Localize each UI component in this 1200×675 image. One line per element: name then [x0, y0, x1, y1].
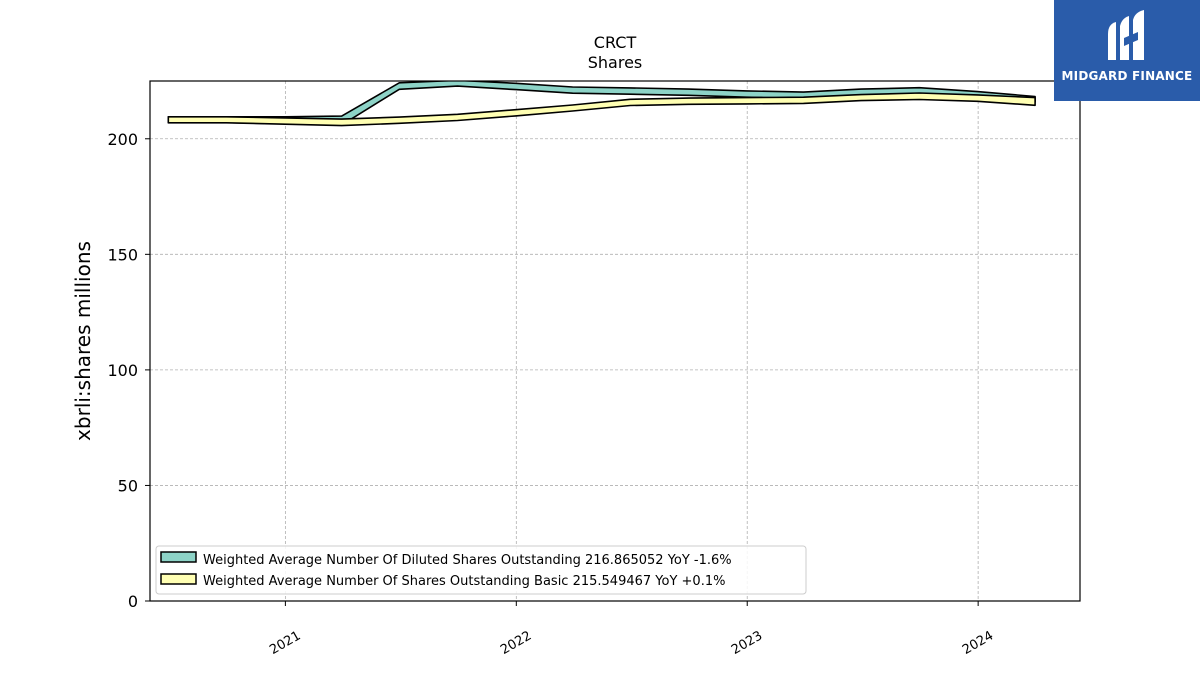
grid: [150, 81, 1080, 601]
plot-area: [167, 81, 1036, 127]
y-tick-label: 100: [107, 361, 138, 380]
y-tick-label: 150: [107, 245, 138, 264]
x-tick-label: 2021: [267, 628, 303, 658]
legend: Weighted Average Number Of Diluted Share…: [155, 545, 807, 595]
chart-title: CRCT: [594, 33, 637, 52]
legend-label-diluted: Weighted Average Number Of Diluted Share…: [203, 553, 732, 568]
legend-swatch-basic: [160, 573, 197, 585]
chart-subtitle: Shares: [588, 53, 643, 72]
y-axis-label: xbrli:shares millions: [71, 241, 95, 441]
y-axis: 0 50 100 150 200: [107, 130, 150, 611]
logo-mark-icon: [1108, 10, 1144, 60]
legend-swatch-diluted: [160, 551, 197, 563]
y-tick-label: 200: [107, 130, 138, 149]
logo-text: MIDGARD FINANCE: [1061, 69, 1193, 83]
x-tick-label: 2023: [729, 628, 765, 658]
y-tick-label: 50: [118, 476, 138, 495]
series-band-basic: [167, 92, 1036, 127]
x-tick-label: 2022: [498, 628, 534, 658]
axes-frame: [149, 80, 1081, 602]
x-tick-label: 2024: [960, 628, 996, 658]
legend-frame: [155, 545, 807, 595]
midgard-finance-logo: MIDGARD FINANCE: [1054, 0, 1200, 101]
legend-label-basic: Weighted Average Number Of Shares Outsta…: [203, 574, 725, 589]
x-axis: 2021 2022 2023 2024: [267, 601, 996, 658]
y-tick-label: 0: [128, 592, 138, 611]
